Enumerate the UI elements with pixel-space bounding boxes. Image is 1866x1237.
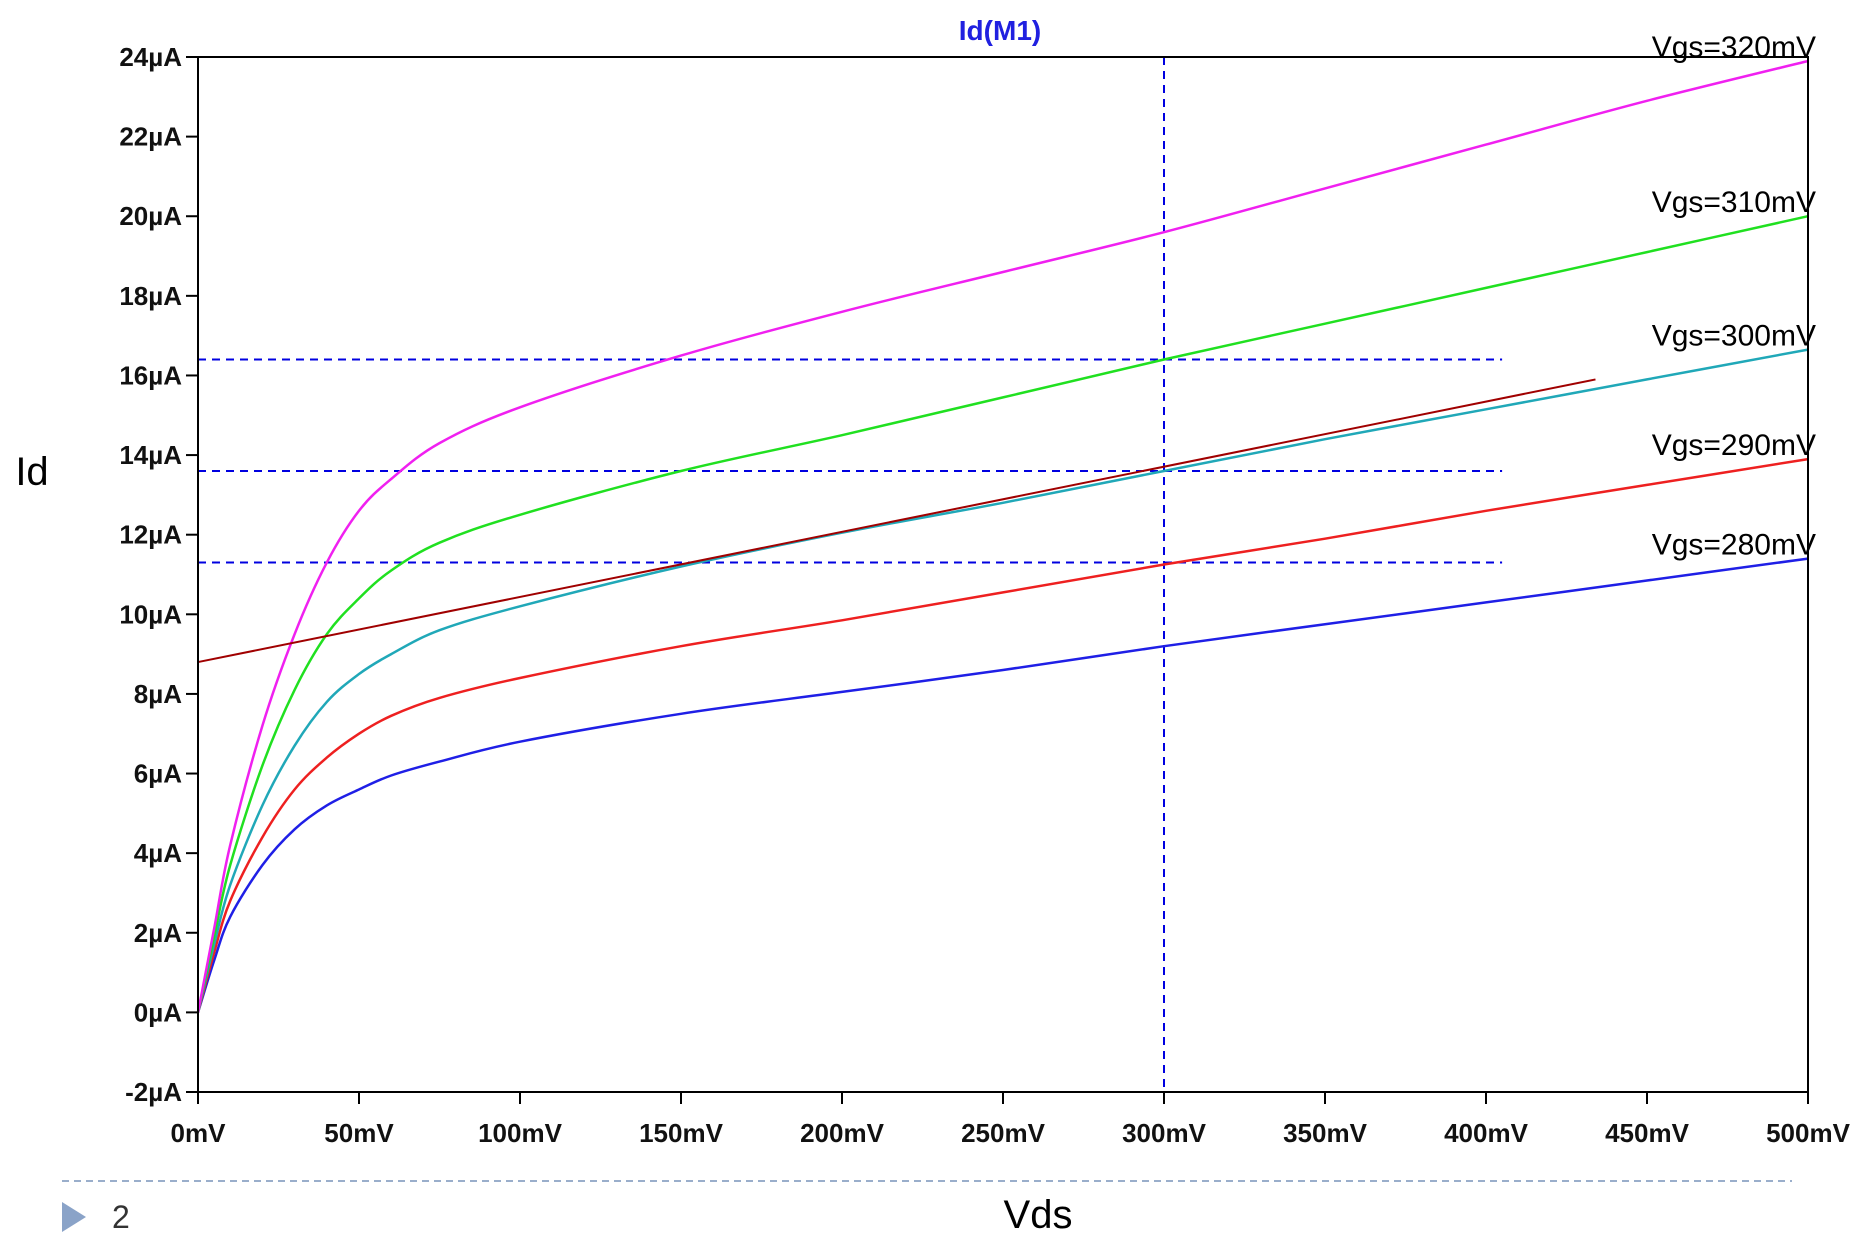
y-axis-ticks: -2µA 0µA 2µA 4µA 6µA 8µA 10µA 12µA 14µA 16µA 18µA 2… xyxy=(119,42,198,1107)
series-curves xyxy=(196,59,1809,1013)
y-tick-label: 18µA xyxy=(119,281,182,311)
x-tick-label: 50mV xyxy=(324,1118,394,1148)
y-tick-label: 12µA xyxy=(119,520,182,550)
series-line-vgs-310mv xyxy=(196,214,1809,1013)
plot-frame xyxy=(197,56,1809,1093)
x-tick-label: 500mV xyxy=(1766,1118,1850,1148)
x-tick-label: 300mV xyxy=(1122,1118,1206,1148)
x-tick-label: 250mV xyxy=(961,1118,1045,1148)
y-tick-label: 2µA xyxy=(134,918,182,948)
y-axis-title: Id xyxy=(15,450,48,494)
x-tick-label: 0mV xyxy=(171,1118,227,1148)
series-label: Vgs=290mV xyxy=(1652,429,1816,462)
y-tick-label: 10µA xyxy=(119,599,182,629)
y-tick-label: 22µA xyxy=(119,122,182,152)
series-line-vgs-290mv xyxy=(196,457,1809,1013)
tangent-line xyxy=(197,378,1596,664)
series-line-vgs-320mv xyxy=(196,59,1809,1013)
y-tick-label: 0µA xyxy=(134,997,182,1027)
series-label: Vgs=300mV xyxy=(1652,320,1816,353)
x-axis-title: Vds xyxy=(1004,1193,1073,1237)
page-number: 2 xyxy=(112,1199,130,1235)
x-tick-label: 400mV xyxy=(1444,1118,1528,1148)
y-tick-label: 6µA xyxy=(134,759,182,789)
series-labels: Vgs=280mV Vgs=290mV Vgs=300mV Vgs=310mV Vgs=… xyxy=(1652,31,1816,562)
series-label: Vgs=280mV xyxy=(1652,529,1816,562)
series-line-vgs-280mv xyxy=(196,557,1809,1013)
cursor-lines xyxy=(198,57,1503,1092)
series-label: Vgs=320mV xyxy=(1652,31,1816,64)
series-line-vgs-300mv xyxy=(196,348,1809,1013)
footer-arrow-icon xyxy=(62,1202,86,1232)
y-tick-label: -2µA xyxy=(125,1077,182,1107)
x-tick-label: 150mV xyxy=(639,1118,723,1148)
series-label: Vgs=310mV xyxy=(1652,186,1816,219)
y-tick-label: 4µA xyxy=(134,838,182,868)
x-tick-label: 200mV xyxy=(800,1118,884,1148)
x-tick-label: 450mV xyxy=(1605,1118,1689,1148)
x-tick-label: 350mV xyxy=(1283,1118,1367,1148)
chart-title: Id(M1) xyxy=(959,15,1041,46)
y-tick-label: 20µA xyxy=(119,201,182,231)
y-tick-label: 16µA xyxy=(119,360,182,390)
x-tick-label: 100mV xyxy=(478,1118,562,1148)
tangent-line-group xyxy=(197,378,1596,664)
y-tick-label: 8µA xyxy=(134,679,182,709)
x-axis-ticks: 0mV 50mV 100mV 150mV 200mV 250mV 300mV 350mV 400… xyxy=(171,1092,1851,1148)
y-tick-label: 14µA xyxy=(119,440,182,470)
y-tick-label: 24µA xyxy=(119,42,182,72)
